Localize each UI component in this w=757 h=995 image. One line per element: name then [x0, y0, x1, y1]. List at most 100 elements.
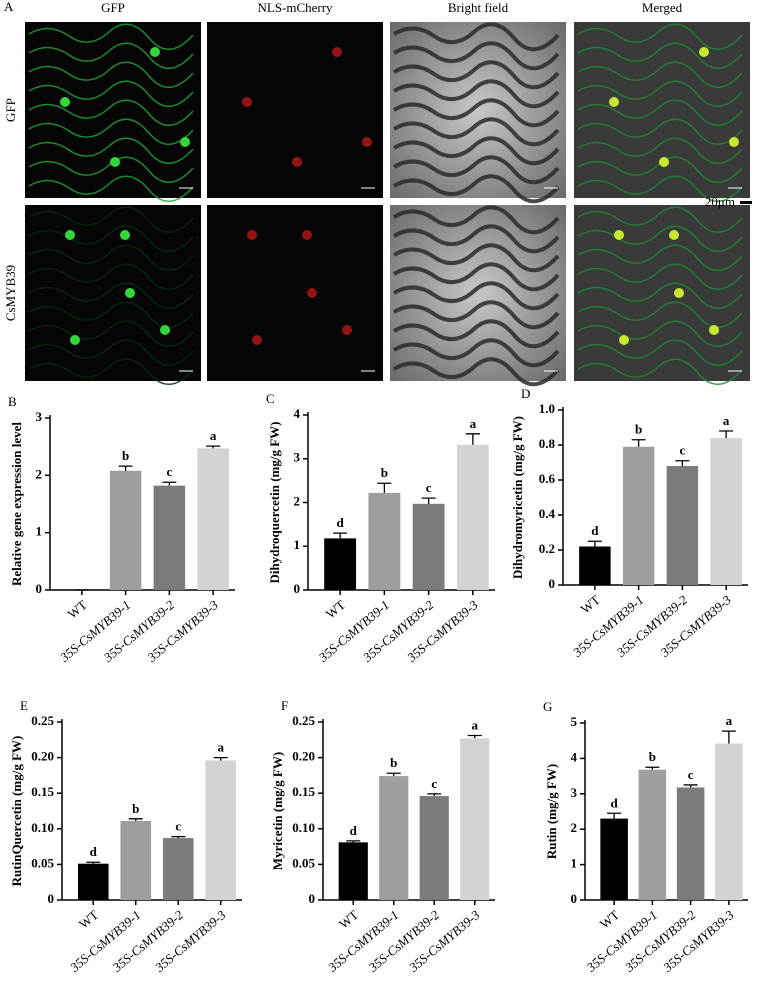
nucleus	[699, 47, 709, 57]
significance-letter: c	[175, 819, 181, 834]
error-bar	[631, 439, 646, 447]
bar	[419, 796, 449, 900]
error-bar	[171, 835, 186, 839]
bar	[715, 743, 743, 900]
y-tick-label: 0.20	[31, 749, 54, 764]
bar	[460, 738, 490, 900]
micrograph	[207, 22, 383, 198]
micrograph	[390, 205, 566, 381]
scale-bar	[740, 201, 752, 204]
y-tick-label: 0	[571, 891, 578, 906]
y-tick-label: 0.15	[31, 784, 54, 799]
significance-letter: a	[723, 413, 730, 428]
bar	[120, 820, 152, 900]
significance-letter: b	[390, 755, 397, 770]
nucleus	[342, 325, 352, 335]
error-bar	[587, 540, 602, 547]
significance-letter: b	[635, 422, 642, 437]
y-tick-label: 0.10	[31, 820, 54, 835]
significance-letter: c	[431, 776, 437, 791]
error-bar	[118, 465, 133, 471]
nucleus	[729, 137, 739, 147]
micrograph	[574, 22, 750, 198]
error-bar	[206, 445, 221, 449]
x-tick-label: 35S-CsMYB39-3	[405, 907, 483, 976]
y-tick-label: 0	[294, 581, 301, 596]
cell-outline	[577, 206, 743, 385]
error-bar	[607, 812, 622, 819]
y-tick-label: 0.25	[292, 713, 315, 728]
error-bar	[346, 840, 361, 843]
bar	[579, 546, 611, 585]
significance-letter: c	[166, 464, 172, 479]
y-tick-label: 0.6	[539, 471, 556, 486]
bar	[197, 448, 229, 590]
column-label: Bright field	[448, 0, 509, 15]
cell-outline	[577, 23, 743, 202]
significance-letter: a	[472, 718, 479, 733]
bar	[162, 838, 194, 900]
error-bar	[467, 734, 482, 739]
x-tick-label: WT	[578, 592, 603, 617]
panel-label: A	[4, 0, 14, 14]
error-bar	[86, 861, 101, 864]
column-label: Merged	[642, 0, 683, 15]
row-label: GFP	[3, 98, 18, 122]
panel-label: B	[8, 394, 17, 409]
cell-outline	[28, 23, 194, 202]
nucleus	[609, 97, 619, 107]
y-tick-label: 3	[36, 409, 43, 424]
y-tick-label: 3	[571, 785, 578, 800]
bar	[77, 863, 109, 900]
y-tick-label: 2	[36, 466, 43, 481]
y-tick-label: 0.20	[292, 749, 315, 764]
error-bar	[719, 430, 734, 438]
error-bar	[128, 818, 143, 821]
significance-letter: a	[470, 416, 477, 431]
significance-letter: a	[726, 713, 733, 728]
nucleus	[614, 230, 624, 240]
y-tick-label: 0	[36, 581, 43, 596]
significance-letter: d	[90, 844, 98, 859]
nucleus	[120, 230, 130, 240]
nucleus	[619, 335, 629, 345]
panel-label: F	[281, 698, 288, 713]
row-label: CsMYB39	[3, 265, 18, 321]
y-axis-label: Rutin (mg/g FW)	[544, 764, 559, 859]
y-axis-label: Dihydromyricetin (mg/g FW)	[510, 416, 525, 579]
panel-label: E	[20, 698, 28, 713]
bar	[666, 466, 699, 585]
error-bar	[465, 433, 480, 445]
y-axis-label: Relative gene expression level	[9, 422, 24, 586]
x-tick-label: WT	[323, 597, 348, 622]
error-bar	[213, 756, 228, 761]
significance-letter: a	[210, 428, 217, 443]
y-tick-label: 3	[294, 450, 301, 465]
micrograph	[207, 205, 383, 381]
significance-letter: d	[611, 795, 619, 810]
nucleus	[709, 325, 719, 335]
significance-letter: b	[649, 749, 656, 764]
significance-letter: b	[132, 801, 139, 816]
y-tick-label: 0.05	[31, 855, 54, 870]
y-tick-label: 2	[294, 493, 301, 508]
x-tick-label: 35S-CsMYB39-3	[151, 907, 229, 976]
bar	[338, 842, 368, 900]
error-bar	[721, 730, 736, 744]
significance-letter: c	[426, 480, 432, 495]
column-label: GFP	[101, 0, 125, 15]
y-tick-label: 4	[571, 749, 578, 764]
bar	[600, 818, 628, 900]
panel-label: D	[521, 386, 530, 401]
significance-letter: d	[591, 523, 599, 538]
cell-outline	[28, 206, 194, 385]
error-bar	[386, 772, 401, 777]
y-tick-label: 4	[294, 406, 301, 421]
error-bar	[427, 793, 442, 797]
nucleus	[659, 157, 669, 167]
error-bar	[333, 532, 348, 539]
significance-letter: a	[218, 740, 225, 755]
y-tick-label: 0.15	[292, 784, 315, 799]
error-bar	[377, 482, 392, 493]
